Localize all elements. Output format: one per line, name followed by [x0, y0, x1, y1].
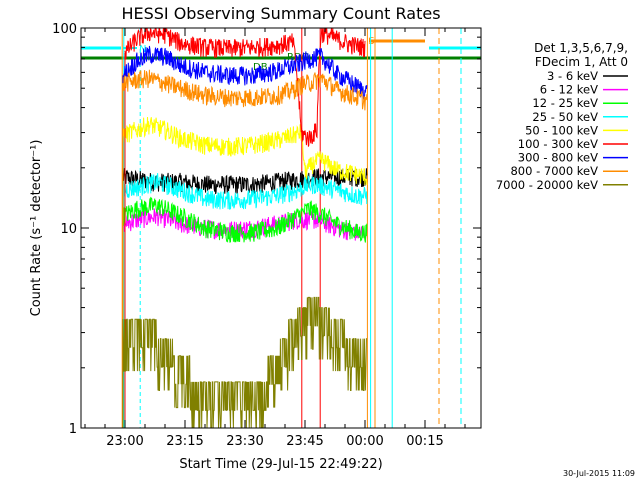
flag-label-rdo: RDO [287, 52, 310, 63]
legend-label-2: 12 - 25 keV [532, 96, 598, 110]
axes: 23:00 23:15 23:30 23:45 00:00 00:15 1 10 100 [52, 22, 481, 449]
x-tick-label-1: 23:15 [166, 434, 203, 449]
legend-label-4: 50 - 100 keV [525, 123, 598, 137]
y-tick-label-2: 100 [52, 22, 77, 37]
y-tick-label-1: 10 [60, 222, 77, 237]
y-tick-label-0: 1 [69, 422, 77, 437]
legend-label-6: 300 - 800 keV [518, 151, 598, 165]
legend-header-line-1: Det 1,3,5,6,7,9, [534, 41, 628, 55]
x-tick-label-0: 23:00 [106, 434, 143, 449]
x-tick-label-5: 00:15 [406, 434, 443, 449]
series-line-2 [122, 196, 368, 243]
legend-label-1: 6 - 12 keV [540, 83, 598, 97]
legend-label-5: 100 - 300 keV [518, 137, 598, 151]
x-axis-label: Start Time (29-Jul-15 22:49:22) [179, 457, 382, 472]
series-line-6 [122, 45, 368, 101]
series-group [122, 28, 368, 428]
x-tick-label-2: 23:30 [226, 434, 263, 449]
timestamp: 30-Jul-2015 11:09 [563, 469, 635, 478]
flag-label-n: N [139, 44, 146, 55]
series-line-4 [122, 116, 368, 186]
y-axis-label: Count Rate (s⁻¹ detector⁻¹) [29, 140, 44, 317]
legend-label-3: 25 - 50 keV [532, 110, 598, 124]
series-line-8 [122, 296, 367, 428]
chart-title: HESSI Observing Summary Count Rates [121, 4, 440, 23]
legend-label-7: 800 - 7000 keV [510, 164, 598, 178]
x-tick-label-4: 00:00 [346, 434, 383, 449]
x-tick-label-3: 23:45 [286, 434, 323, 449]
series-line-7 [122, 69, 368, 111]
flag-label-s: S [368, 36, 374, 47]
legend-label-0: 3 - 6 keV [547, 69, 598, 83]
series-line-3 [122, 173, 368, 210]
legend-header-line-2: FDecim 1, Att 0 [535, 55, 628, 69]
legend-label-8: 7000 - 20000 keV [496, 178, 598, 192]
legend: Det 1,3,5,6,7,9, FDecim 1, Att 0 3 - 6 k… [496, 41, 628, 192]
